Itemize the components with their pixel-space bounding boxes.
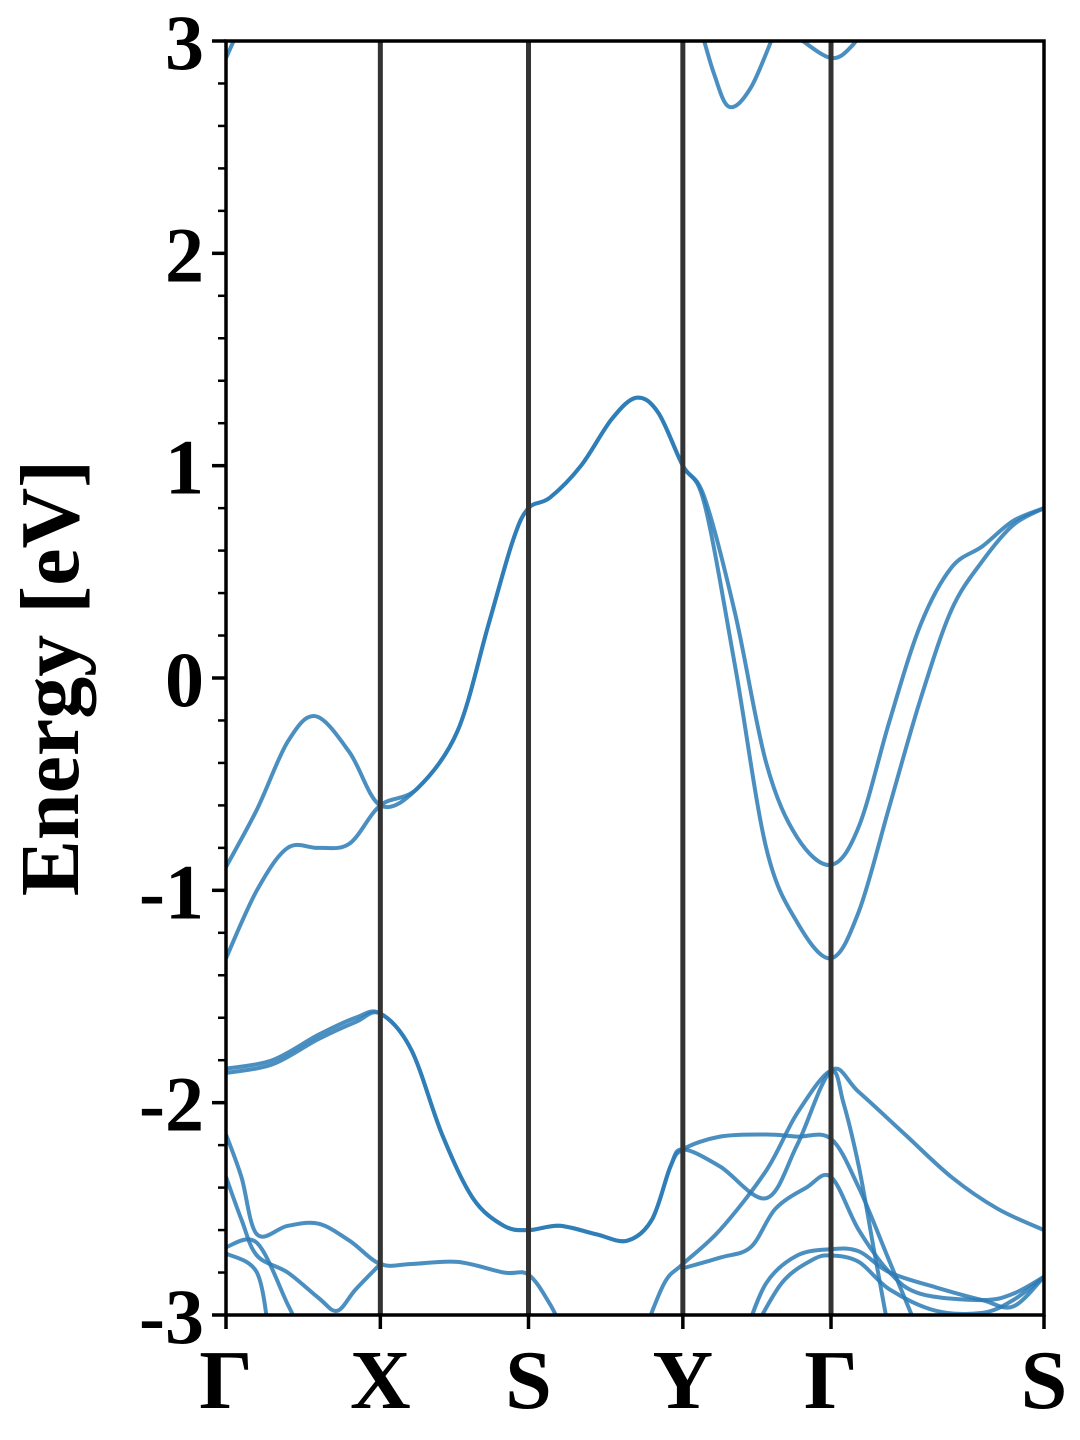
band-line-8 <box>226 1251 269 1315</box>
band-line-7 <box>226 1237 296 1315</box>
y-tick-label: 1 <box>165 424 204 511</box>
x-tick-label: S <box>1021 1334 1068 1427</box>
y-axis-title: Energy [eV] <box>4 460 97 896</box>
y-ticks: -3 -2 -1 0 1 2 3 <box>139 0 226 1360</box>
band-line-14 <box>702 41 774 110</box>
x-tick-label: X <box>350 1334 411 1427</box>
band-line-4 <box>226 1010 914 1315</box>
y-tick-label: 0 <box>165 636 204 723</box>
y-tick-label: -1 <box>139 848 204 935</box>
y-tick-label: 2 <box>165 211 204 298</box>
band-line-6 <box>226 1176 382 1313</box>
kpoint-lines <box>377 41 834 1315</box>
x-tick-label: Γ <box>199 1334 252 1427</box>
plot-frame <box>224 39 1046 1317</box>
x-tick-label: Y <box>653 1334 714 1427</box>
x-tick-label: Γ <box>804 1334 857 1427</box>
band-line-2 <box>226 395 1044 961</box>
band-line-15 <box>799 41 859 61</box>
y-tick-label: 3 <box>165 0 204 86</box>
band-lines <box>226 41 1044 1315</box>
band-line-12 <box>759 1253 1044 1315</box>
band-line-13 <box>226 41 236 59</box>
band-line-1 <box>226 395 1044 868</box>
band-line-9 <box>648 1068 888 1315</box>
x-tick-label: S <box>505 1334 552 1427</box>
y-tick-label: -2 <box>139 1061 204 1148</box>
band-line-5 <box>226 1133 559 1315</box>
y-tick-label: -3 <box>139 1273 204 1360</box>
band-line-3 <box>226 1009 1044 1244</box>
